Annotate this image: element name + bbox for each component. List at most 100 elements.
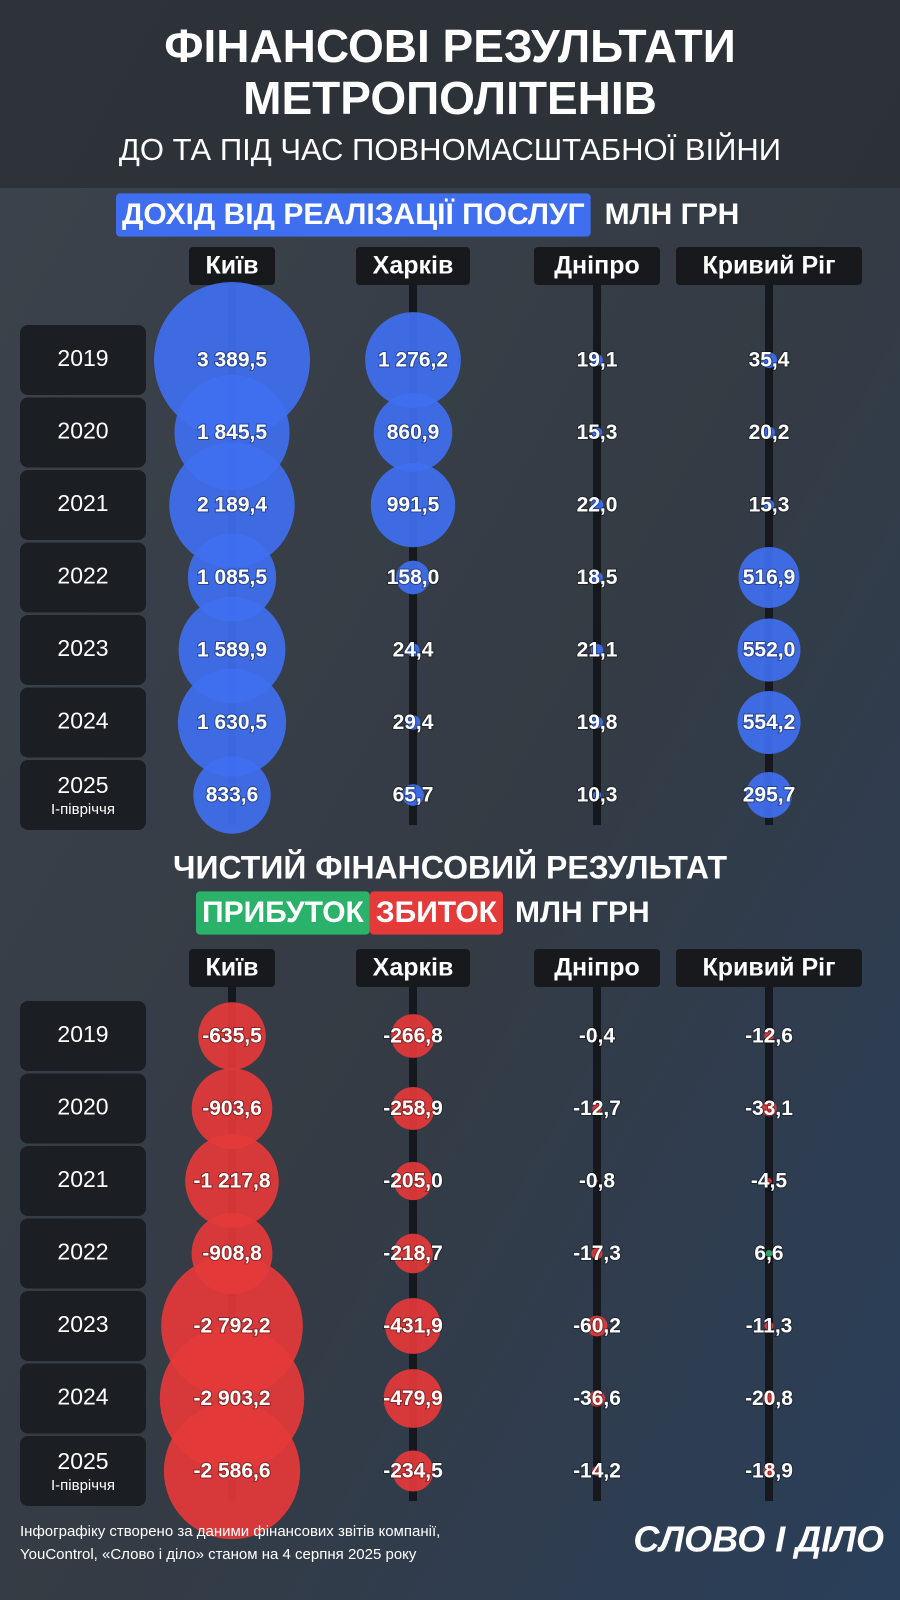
bubble	[198, 1002, 266, 1070]
row-label-box	[20, 760, 146, 830]
bubble	[738, 547, 800, 608]
value-label: 20,2	[749, 421, 790, 444]
value-label: -266,8	[383, 1025, 443, 1048]
column-header-box	[534, 247, 660, 285]
bubble	[596, 1035, 598, 1037]
column-header: Дніпро	[554, 954, 640, 982]
value-label: -2 586,6	[193, 1460, 270, 1483]
value-label: -11,3	[746, 1315, 793, 1338]
bubble	[761, 1100, 777, 1117]
bubble	[737, 618, 801, 682]
source-line: YouControl, «Слово і діло» станом на 4 с…	[20, 1546, 417, 1563]
value-label: -12,7	[573, 1097, 621, 1120]
bubble	[764, 1031, 774, 1041]
row-label: 2019	[57, 1021, 108, 1047]
charts: ДОХІД ВІД РЕАЛІЗАЦІЇ ПОСЛУГ МЛН ГРН Київ Ха…	[20, 193, 862, 1540]
value-label: 2 189,4	[197, 494, 267, 517]
row-label: 2019	[57, 345, 108, 371]
column-header: Кривий Ріг	[703, 252, 836, 280]
row-label: 2021	[57, 1166, 108, 1192]
row-label-note: I-півріччя	[51, 1477, 115, 1494]
value-label: 65,7	[393, 784, 434, 807]
bubble	[169, 442, 295, 568]
bubble	[737, 690, 801, 755]
value-label: -2 903,2	[193, 1387, 270, 1410]
row-label: 2023	[57, 635, 108, 661]
row-label-box	[20, 397, 146, 468]
row-label: 2025	[57, 1448, 108, 1474]
row-label: 2025	[57, 772, 108, 798]
bubble	[761, 352, 777, 368]
value-label: 158,0	[387, 566, 440, 589]
row-label-box	[20, 1073, 146, 1144]
column-header-box	[676, 949, 862, 987]
value-label: -258,9	[383, 1097, 443, 1120]
value-label: 516,9	[743, 566, 796, 589]
legend-label-box	[369, 891, 503, 935]
value-label: 1 845,5	[197, 421, 267, 444]
bubble	[765, 1250, 773, 1257]
legend-label-group: ЗБИТОК	[369, 891, 503, 935]
bubble	[590, 498, 604, 512]
value-label: -14,2	[573, 1460, 621, 1483]
bubble	[392, 1450, 434, 1492]
bubble	[185, 1134, 279, 1228]
section-title-group: ДОХІД ВІД РЕАЛІЗАЦІЇ ПОСЛУГ	[116, 193, 591, 237]
bubble	[163, 1402, 301, 1540]
bubble	[591, 571, 603, 584]
value-label: -17,3	[573, 1242, 621, 1265]
value-label: 1 085,5	[197, 566, 267, 589]
value-label: -234,5	[383, 1460, 443, 1483]
row-label-box	[20, 1218, 146, 1289]
bubble	[405, 715, 421, 730]
column-spine	[593, 984, 601, 1501]
bubble	[402, 784, 424, 806]
bubble	[391, 1086, 435, 1131]
bubble	[590, 643, 604, 657]
value-label: -4,5	[751, 1170, 788, 1193]
bubble	[370, 462, 456, 548]
bubble	[365, 312, 461, 408]
bubble	[393, 1161, 433, 1201]
value-label: -33,1	[745, 1097, 793, 1120]
bubble	[591, 716, 603, 729]
bubble	[762, 1392, 776, 1405]
bubble	[193, 756, 271, 834]
value-label: -0,4	[579, 1025, 616, 1048]
row-label-box	[20, 615, 146, 685]
legend-label: ЗБИТОК	[376, 896, 498, 929]
unit-label: МЛН ГРН	[515, 896, 650, 929]
row-label: 2023	[57, 1311, 108, 1337]
section-title: ДОХІД ВІД РЕАЛІЗАЦІЇ ПОСЛУГ	[122, 198, 585, 231]
legend-label-group: ПРИБУТОК	[196, 891, 370, 935]
bubble	[373, 393, 453, 472]
value-label: 21,1	[577, 639, 618, 662]
bubble	[592, 1103, 602, 1114]
bubble	[396, 560, 430, 595]
header-band	[0, 0, 900, 188]
value-label: 3 389,5	[197, 349, 267, 372]
bubble	[763, 499, 775, 511]
row-label: 2021	[57, 490, 108, 516]
source-line: Інфографіку створено за даними фінансови…	[20, 1523, 440, 1540]
row-label: 2024	[57, 708, 108, 734]
value-label: -0,8	[579, 1170, 616, 1193]
value-label: 860,9	[387, 421, 440, 444]
row-label: 2020	[57, 418, 108, 444]
value-label: 991,5	[387, 494, 440, 517]
value-label: -36,6	[573, 1387, 621, 1410]
row-label-box	[20, 325, 146, 395]
bubble	[763, 1465, 775, 1477]
value-label: -2 792,2	[193, 1315, 270, 1338]
column-header-box	[356, 949, 470, 987]
bubble	[586, 1315, 608, 1337]
value-label: 18,5	[577, 566, 618, 589]
value-label: -205,0	[383, 1170, 443, 1193]
value-label: 6,6	[754, 1242, 783, 1265]
row-label-box	[20, 1001, 146, 1071]
row-label-box	[20, 542, 146, 613]
value-label: -431,9	[383, 1315, 443, 1338]
row-label: 2020	[57, 1094, 108, 1120]
